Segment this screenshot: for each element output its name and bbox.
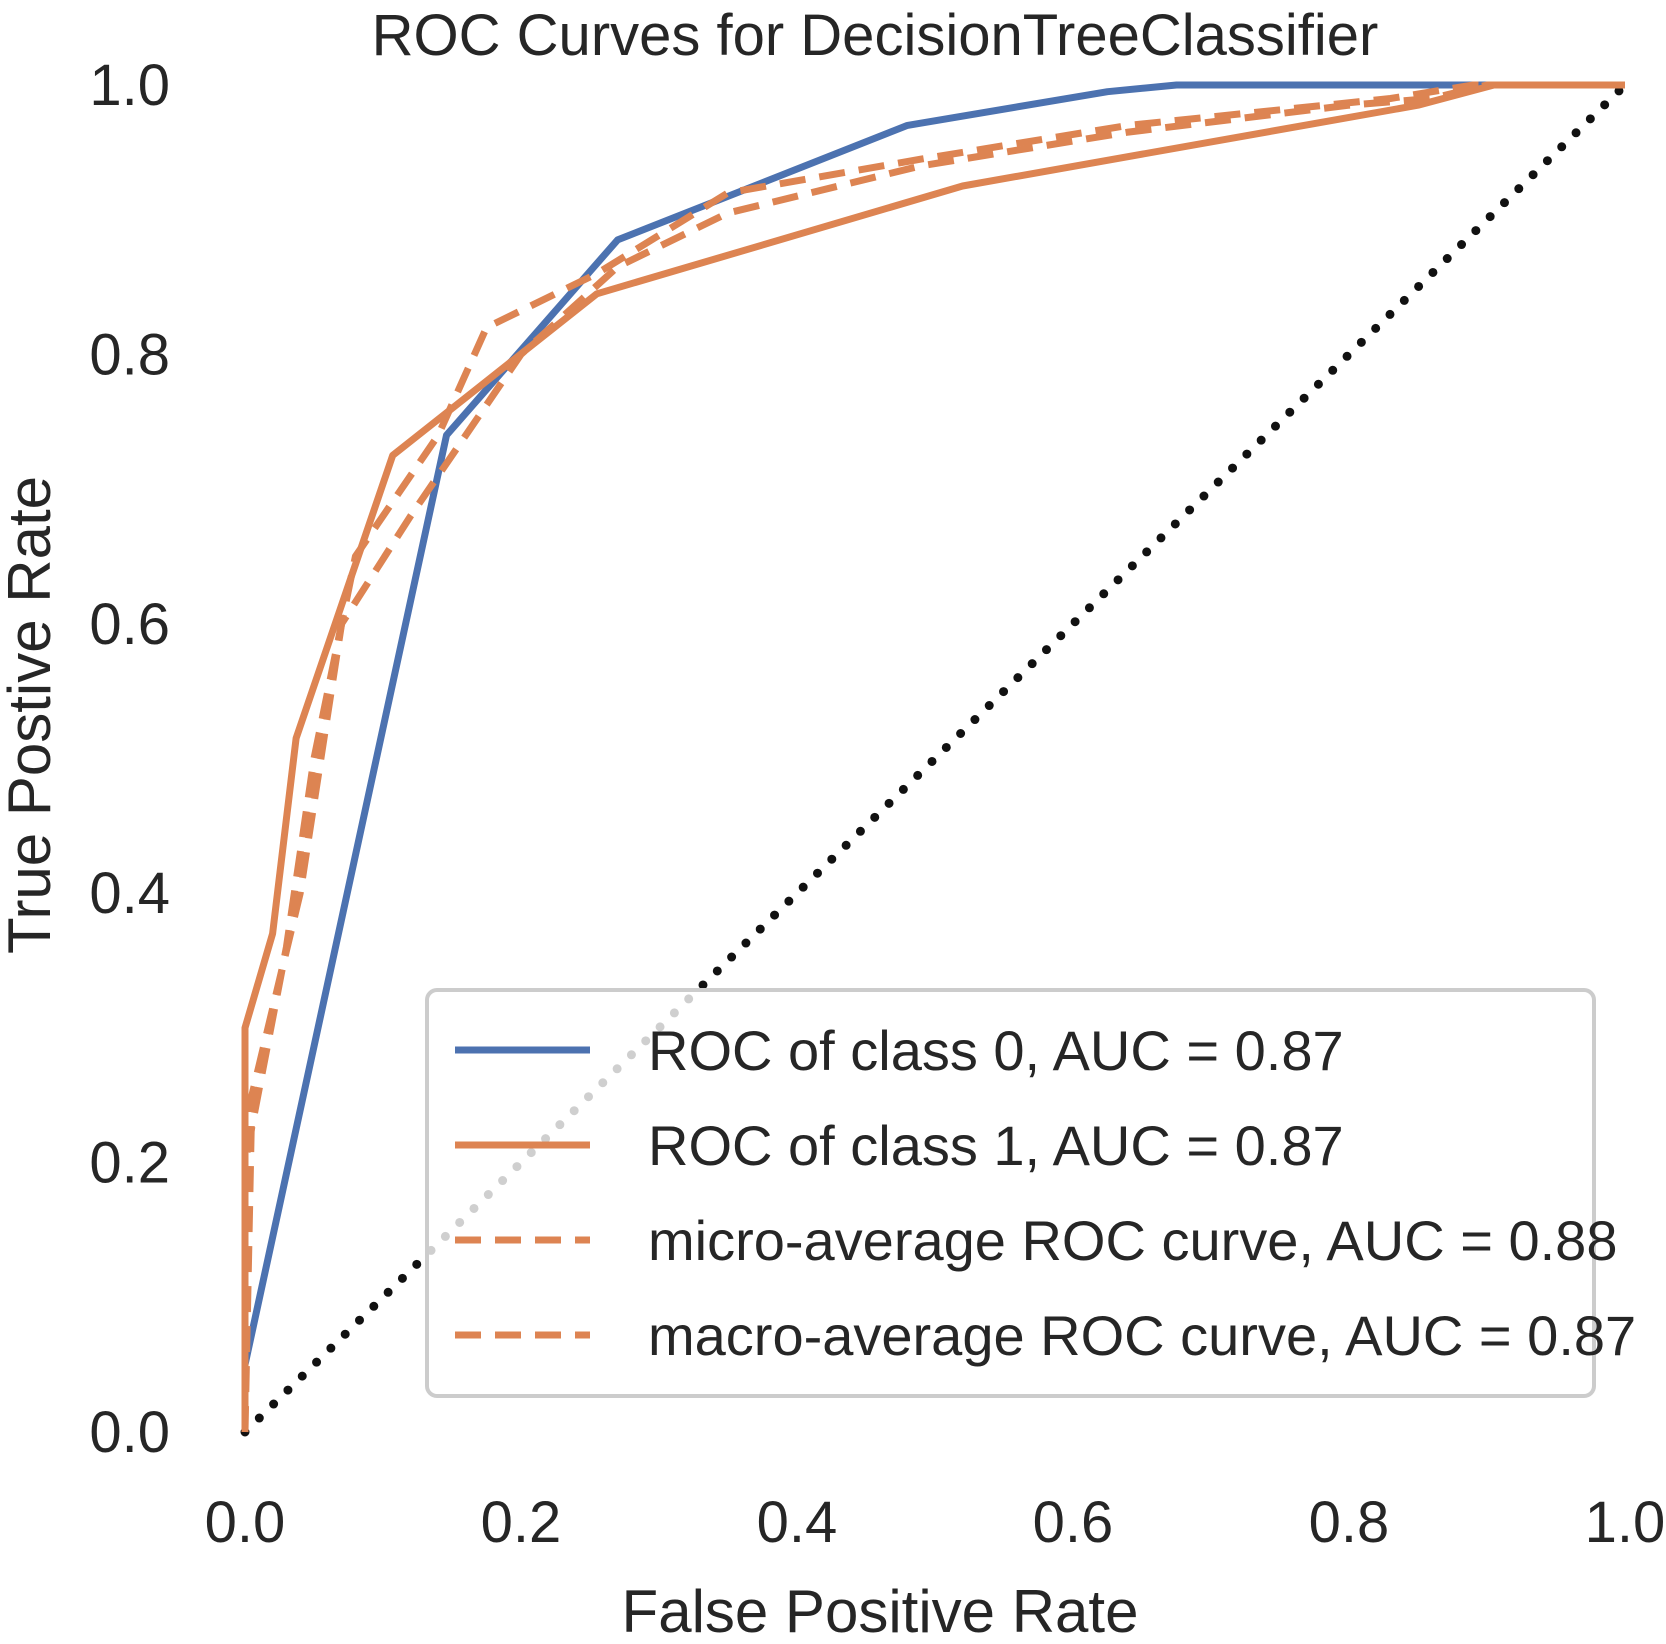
legend-label: micro-average ROC curve, AUC = 0.88: [648, 1209, 1617, 1272]
chart-title: ROC Curves for DecisionTreeClassifier: [372, 3, 1379, 68]
y-tick-labels: 0.0 0.2 0.4 0.6 0.8 1.0: [89, 53, 170, 1465]
x-tick-label: 0.4: [757, 1490, 838, 1555]
series-line-roc-of-class-0-auc-0-87: [241, 81, 1625, 1432]
y-axis-label: True Postive Rate: [0, 476, 63, 954]
legend-label: macro-average ROC curve, AUC = 0.87: [648, 1304, 1636, 1367]
legend-item: micro-average ROC curve, AUC = 0.88: [455, 1209, 1617, 1272]
y-tick-label: 0.2: [89, 1131, 170, 1196]
legend-label: ROC of class 0, AUC = 0.87: [648, 1019, 1344, 1082]
legend-item: ROC of class 1, AUC = 0.87: [455, 1114, 1344, 1177]
y-tick-label: 1.0: [89, 53, 170, 118]
x-tick-label: 0.6: [1033, 1490, 1114, 1555]
y-tick-label: 0.4: [89, 861, 170, 926]
y-tick-label: 0.0: [89, 1400, 170, 1465]
x-tick-label: 0.0: [205, 1490, 286, 1555]
legend-item: macro-average ROC curve, AUC = 0.87: [455, 1304, 1636, 1367]
y-tick-label: 0.6: [89, 592, 170, 657]
x-axis-label: False Positive Rate: [622, 1578, 1139, 1644]
x-tick-label: 1.0: [1585, 1490, 1666, 1555]
x-tick-labels: 0.0 0.2 0.4 0.6 0.8 1.0: [205, 1490, 1666, 1555]
y-tick-label: 0.8: [89, 322, 170, 387]
x-tick-label: 0.8: [1309, 1490, 1390, 1555]
legend-item: ROC of class 0, AUC = 0.87: [455, 1019, 1344, 1082]
legend-items: ROC of class 0, AUC = 0.87 ROC of class 1…: [455, 1019, 1636, 1367]
legend: ROC of class 0, AUC = 0.87 ROC of class 1…: [425, 988, 1636, 1398]
x-tick-label: 0.2: [481, 1490, 562, 1555]
legend-label: ROC of class 1, AUC = 0.87: [648, 1114, 1344, 1177]
series-line-macro-average-roc-curve-auc-0-87: [241, 81, 1625, 1433]
legend-box: [425, 988, 1596, 1398]
